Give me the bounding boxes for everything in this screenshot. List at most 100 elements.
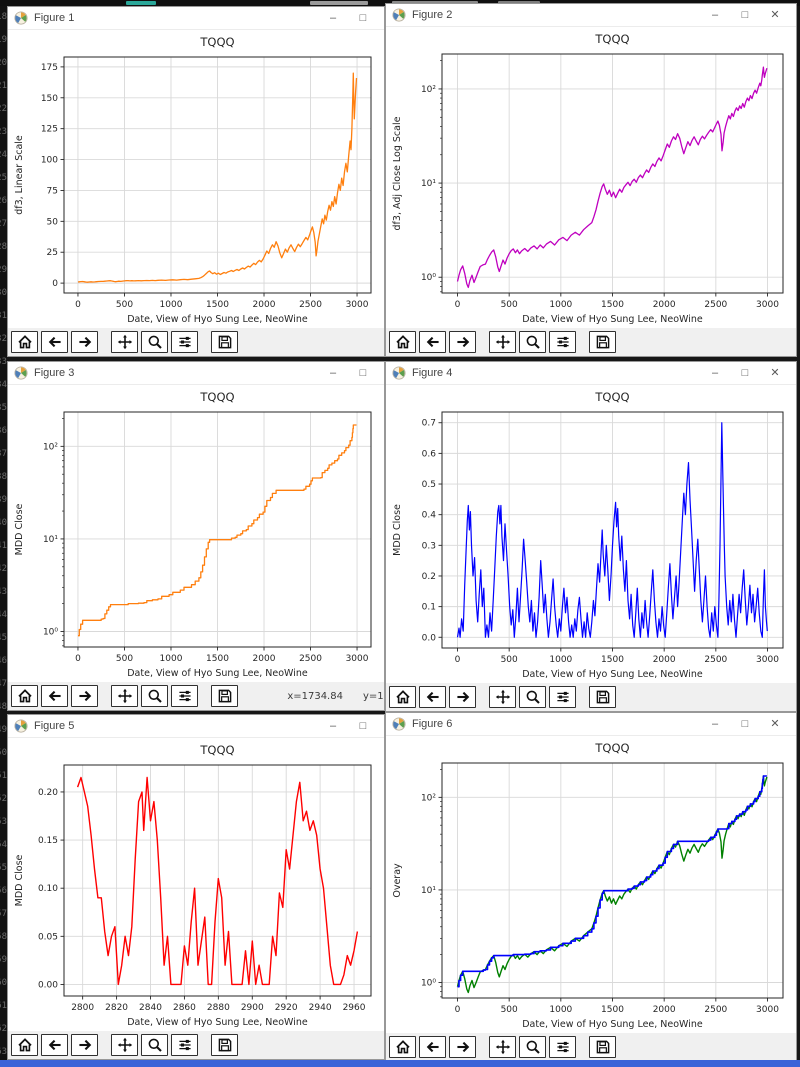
editor-code-fragment [310,1,368,5]
maximize-button[interactable]: □ [359,12,367,24]
save-button[interactable] [211,331,238,353]
forward-button[interactable] [449,686,476,708]
figure-3-titlebar[interactable]: Figure 3 – □ [8,362,384,385]
maximize-button[interactable]: □ [741,367,749,379]
configure-subplots-button[interactable] [549,686,576,708]
forward-button[interactable] [449,1036,476,1058]
svg-text:0.00: 0.00 [38,980,58,990]
forward-button[interactable] [71,1034,98,1056]
minimize-button[interactable]: – [329,12,337,24]
zoom-button[interactable] [519,1036,546,1058]
figure-3-chart[interactable]: 0 500 1000 1500 2000 2500 3000 10⁰ 10¹ 10² TQQQ Dat… [8,385,384,682]
svg-text:2000: 2000 [653,300,676,310]
pan-button[interactable] [111,331,138,353]
maximize-button[interactable]: □ [359,720,367,732]
home-button[interactable] [11,331,38,353]
svg-text:0.3: 0.3 [422,541,436,551]
minimize-button[interactable]: – [711,9,719,21]
maximize-button[interactable]: □ [741,718,749,730]
editor-gutter-numbers: 1819202122232425262728293031323334353637… [0,12,7,1057]
zoom-button[interactable] [141,685,168,707]
window-title: Figure 3 [34,367,75,379]
figure-4-window: Figure 4 – □ ✕ 0 500 1000 1500 2000 2500 3000 0… [385,361,797,712]
figure-4-titlebar[interactable]: Figure 4 – □ ✕ [386,362,796,385]
svg-text:0.5: 0.5 [422,480,436,490]
svg-text:2000: 2000 [653,1005,676,1015]
cursor-coordinates: x=1734.84 y=18 [287,691,384,702]
svg-text:df3, Linear Scale: df3, Linear Scale [14,135,25,215]
figure-4-toolbar [386,683,796,711]
figure-1-chart[interactable]: 0 500 1000 1500 2000 2500 3000 0 25 50 75 100 125 150… [8,30,384,328]
pan-button[interactable] [489,331,516,353]
svg-text:10²: 10² [421,793,436,803]
pan-button[interactable] [111,685,138,707]
minimize-button[interactable]: – [329,720,337,732]
pan-button[interactable] [489,686,516,708]
svg-text:MDD Close: MDD Close [392,504,403,556]
svg-text:2900: 2900 [241,1003,264,1013]
configure-subplots-button[interactable] [171,685,198,707]
home-button[interactable] [11,1034,38,1056]
figure-2-chart[interactable]: 0 500 1000 1500 2000 2500 3000 10⁰ 10¹ 10² TQQQ Dat… [386,27,796,328]
maximize-button[interactable]: □ [359,367,367,379]
forward-button[interactable] [71,685,98,707]
figure-6-chart[interactable]: 0 500 1000 1500 2000 2500 3000 10⁰ 10¹ 10² TQQQ Dat… [386,736,796,1033]
minimize-button[interactable]: – [711,367,719,379]
figure-5-chart[interactable]: 2800 2820 2840 2860 2880 2900 2920 2940 2960 0.00… [8,738,384,1031]
pan-button[interactable] [111,1034,138,1056]
svg-text:3000: 3000 [756,655,779,665]
back-button[interactable] [419,331,446,353]
save-button[interactable] [589,686,616,708]
svg-text:0: 0 [75,300,81,310]
svg-text:0.6: 0.6 [422,449,437,459]
forward-button[interactable] [71,331,98,353]
svg-text:0.1: 0.1 [422,603,436,613]
zoom-button[interactable] [519,686,546,708]
matplotlib-icon [392,717,406,731]
svg-text:0: 0 [455,655,461,665]
zoom-button[interactable] [141,331,168,353]
forward-button[interactable] [449,331,476,353]
back-button[interactable] [41,685,68,707]
home-button[interactable] [389,1036,416,1058]
close-button[interactable]: ✕ [770,718,780,730]
figure-4-chart[interactable]: 0 500 1000 1500 2000 2500 3000 0.0 0.1 0.2 0.3 0.4 0… [386,385,796,683]
back-button[interactable] [419,686,446,708]
svg-text:Date, View of Hyo Sung Lee, Ne: Date, View of Hyo Sung Lee, NeoWine [522,1019,703,1030]
figure-6-titlebar[interactable]: Figure 6 – □ ✕ [386,713,796,736]
close-button[interactable]: ✕ [770,367,780,379]
minimize-button[interactable]: – [329,367,337,379]
pan-button[interactable] [489,1036,516,1058]
back-button[interactable] [419,1036,446,1058]
back-button[interactable] [41,1034,68,1056]
zoom-button[interactable] [519,331,546,353]
svg-text:1000: 1000 [160,300,183,310]
figure-6-toolbar [386,1033,796,1061]
status-bar [0,1060,800,1067]
home-button[interactable] [11,685,38,707]
save-button[interactable] [211,685,238,707]
svg-text:1000: 1000 [160,654,183,664]
figure-1-titlebar[interactable]: Figure 1 – □ [8,7,384,30]
svg-text:2000: 2000 [653,655,676,665]
back-button[interactable] [41,331,68,353]
configure-subplots-button[interactable] [171,331,198,353]
maximize-button[interactable]: □ [741,9,749,21]
svg-text:2500: 2500 [299,654,322,664]
home-button[interactable] [389,331,416,353]
figure-2-titlebar[interactable]: Figure 2 – □ ✕ [386,4,796,27]
save-button[interactable] [211,1034,238,1056]
window-title: Figure 2 [412,9,453,21]
close-button[interactable]: ✕ [770,9,780,21]
svg-text:TQQQ: TQQQ [594,32,629,46]
minimize-button[interactable]: – [711,718,719,730]
home-button[interactable] [389,686,416,708]
svg-text:75: 75 [47,186,58,196]
configure-subplots-button[interactable] [171,1034,198,1056]
zoom-button[interactable] [141,1034,168,1056]
configure-subplots-button[interactable] [549,1036,576,1058]
configure-subplots-button[interactable] [549,331,576,353]
save-button[interactable] [589,1036,616,1058]
save-button[interactable] [589,331,616,353]
figure-5-titlebar[interactable]: Figure 5 – □ [8,715,384,738]
